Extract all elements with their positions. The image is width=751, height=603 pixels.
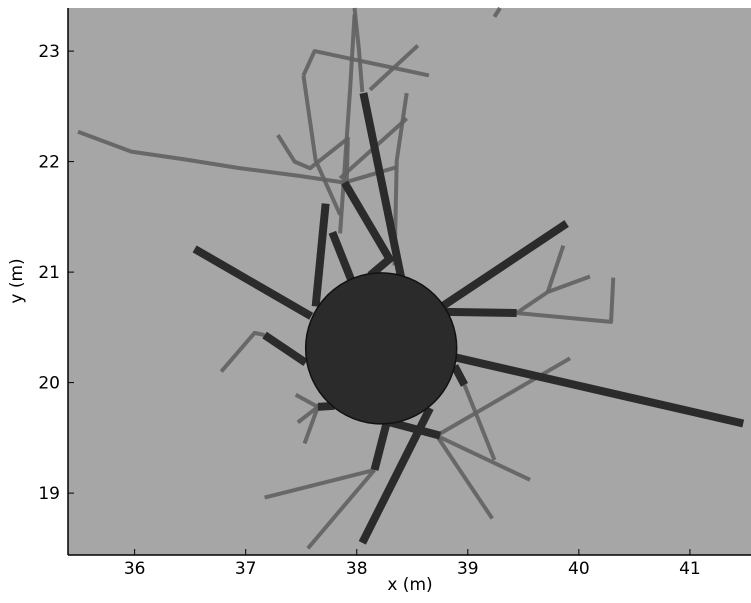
y-tick-label: 22 xyxy=(38,153,60,173)
y-tick-label: 21 xyxy=(38,263,60,283)
branch xyxy=(453,353,745,428)
branch xyxy=(444,307,517,317)
branch xyxy=(301,75,342,216)
branch xyxy=(276,134,350,183)
branch xyxy=(219,330,266,373)
y-axis-label: y (m) xyxy=(7,258,27,303)
branch xyxy=(516,277,616,324)
branch xyxy=(435,433,531,482)
branch xyxy=(328,230,355,282)
branch xyxy=(368,44,420,92)
y-tick-label: 19 xyxy=(38,484,60,504)
branch xyxy=(440,220,569,310)
branch xyxy=(262,331,308,367)
branch xyxy=(306,468,377,550)
branch xyxy=(450,364,469,387)
x-tick-label: 38 xyxy=(346,559,368,579)
x-tick-label: 40 xyxy=(568,559,590,579)
branch xyxy=(435,356,571,438)
x-tick-label: 39 xyxy=(457,559,479,579)
branch xyxy=(302,406,320,445)
x-tick-label: 37 xyxy=(235,559,257,579)
branch xyxy=(367,253,395,279)
branch xyxy=(545,244,566,293)
base-circle xyxy=(304,272,458,425)
branch xyxy=(301,49,430,78)
branch xyxy=(492,6,502,18)
branch xyxy=(341,180,394,262)
x-tick-label: 41 xyxy=(679,559,701,579)
branch xyxy=(311,203,330,307)
branch xyxy=(294,393,319,409)
branch xyxy=(296,405,320,424)
branch xyxy=(435,434,494,520)
x-tick-label: 36 xyxy=(124,559,146,579)
branch xyxy=(264,467,376,500)
branch xyxy=(462,384,497,461)
branch xyxy=(370,421,391,471)
y-tick-label: 20 xyxy=(38,374,60,394)
branch xyxy=(389,418,442,440)
y-tick-label: 23 xyxy=(38,42,60,62)
x-axis-label: x (m) xyxy=(387,575,432,595)
branch xyxy=(192,245,314,320)
branch xyxy=(359,92,406,279)
